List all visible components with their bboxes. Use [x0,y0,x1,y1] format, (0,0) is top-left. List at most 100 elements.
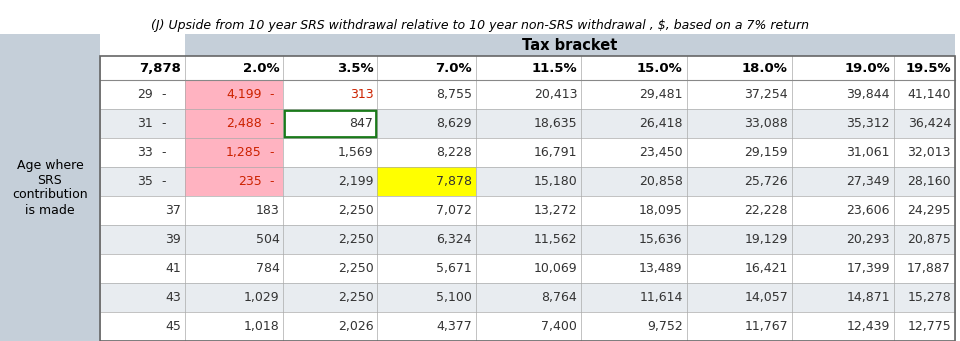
Text: -: - [270,117,274,130]
Text: 2,250: 2,250 [338,291,373,304]
Text: (J) Upside from 10 year SRS withdrawal relative to 10 year non-SRS withdrawal , : (J) Upside from 10 year SRS withdrawal r… [151,18,809,31]
Text: 10,069: 10,069 [534,262,577,275]
Bar [185,34,955,56]
Text: 784: 784 [255,262,279,275]
Text: 7,400: 7,400 [541,320,577,333]
Bar [100,196,955,225]
Text: 17,887: 17,887 [907,262,951,275]
Text: 8,764: 8,764 [541,291,577,304]
Text: 32,013: 32,013 [907,146,951,159]
Text: 14,871: 14,871 [846,291,890,304]
Text: 11,614: 11,614 [639,291,683,304]
Text: -: - [270,88,274,101]
Text: 16,791: 16,791 [534,146,577,159]
Text: 5,100: 5,100 [436,291,472,304]
Text: 39,844: 39,844 [847,88,890,101]
Text: 183: 183 [255,204,279,217]
Text: 7,072: 7,072 [436,204,472,217]
Text: 19.5%: 19.5% [905,61,951,74]
Text: 9,752: 9,752 [647,320,683,333]
Bar [100,167,955,196]
Text: 7,878: 7,878 [139,61,180,74]
Bar [100,138,955,167]
Text: 33,088: 33,088 [744,117,788,130]
Bar [100,56,955,80]
Text: 11,562: 11,562 [534,233,577,246]
Text: 27,349: 27,349 [847,175,890,188]
Text: 1,018: 1,018 [244,320,279,333]
Bar [100,109,955,138]
Text: 8,629: 8,629 [437,117,472,130]
Text: 12,775: 12,775 [907,320,951,333]
Bar [185,167,283,196]
Text: 17,399: 17,399 [847,262,890,275]
Text: -: - [270,175,274,188]
Bar [185,109,283,138]
Text: 24,295: 24,295 [907,204,951,217]
Bar [0,34,100,341]
Text: 45: 45 [165,320,180,333]
Text: 31: 31 [137,117,153,130]
Text: -: - [161,117,166,130]
Text: 1,285: 1,285 [226,146,262,159]
Text: 18.0%: 18.0% [742,61,788,74]
Text: 41,140: 41,140 [907,88,951,101]
Bar [283,109,377,138]
Text: -: - [161,175,166,188]
Text: 1,029: 1,029 [244,291,279,304]
Text: 18,635: 18,635 [534,117,577,130]
Bar [100,56,955,341]
Text: 8,228: 8,228 [436,146,472,159]
Text: 12,439: 12,439 [847,320,890,333]
Text: 29: 29 [137,88,153,101]
Text: 31,061: 31,061 [847,146,890,159]
Text: 20,413: 20,413 [534,88,577,101]
Text: 11,767: 11,767 [744,320,788,333]
Text: 29,481: 29,481 [639,88,683,101]
Text: 33: 33 [137,146,153,159]
Text: 36,424: 36,424 [907,117,951,130]
Text: 13,489: 13,489 [639,262,683,275]
Bar [377,167,476,196]
Text: 504: 504 [255,233,279,246]
Bar [100,283,955,312]
Text: 2,026: 2,026 [338,320,373,333]
Text: 20,875: 20,875 [907,233,951,246]
Text: 19,129: 19,129 [745,233,788,246]
Bar [284,110,376,137]
Text: 39: 39 [165,233,180,246]
Bar [100,254,955,283]
Text: 2.0%: 2.0% [243,61,279,74]
Text: 16,421: 16,421 [745,262,788,275]
Text: 15.0%: 15.0% [636,61,683,74]
Text: 35,312: 35,312 [847,117,890,130]
Text: 11.5%: 11.5% [532,61,577,74]
Text: 15,636: 15,636 [639,233,683,246]
Text: -: - [270,146,274,159]
Text: 2,250: 2,250 [338,233,373,246]
Text: 20,293: 20,293 [847,233,890,246]
Text: 15,180: 15,180 [534,175,577,188]
Text: 35: 35 [136,175,153,188]
Bar [100,80,955,109]
Bar [185,138,283,167]
Text: 1,569: 1,569 [338,146,373,159]
Text: 2,250: 2,250 [338,262,373,275]
Text: 235: 235 [238,175,262,188]
Text: 4,199: 4,199 [227,88,262,101]
Text: 37: 37 [165,204,180,217]
Text: 6,324: 6,324 [437,233,472,246]
Text: 847: 847 [349,117,373,130]
Text: 19.0%: 19.0% [844,61,890,74]
Text: 43: 43 [165,291,180,304]
Bar [100,225,955,254]
Text: 7,878: 7,878 [436,175,472,188]
Text: 18,095: 18,095 [638,204,683,217]
Text: 22,228: 22,228 [744,204,788,217]
Text: Tax bracket: Tax bracket [522,38,617,53]
Text: 2,199: 2,199 [338,175,373,188]
Text: 26,418: 26,418 [639,117,683,130]
Text: 15,278: 15,278 [907,291,951,304]
Text: 28,160: 28,160 [907,175,951,188]
Text: 2,488: 2,488 [226,117,262,130]
